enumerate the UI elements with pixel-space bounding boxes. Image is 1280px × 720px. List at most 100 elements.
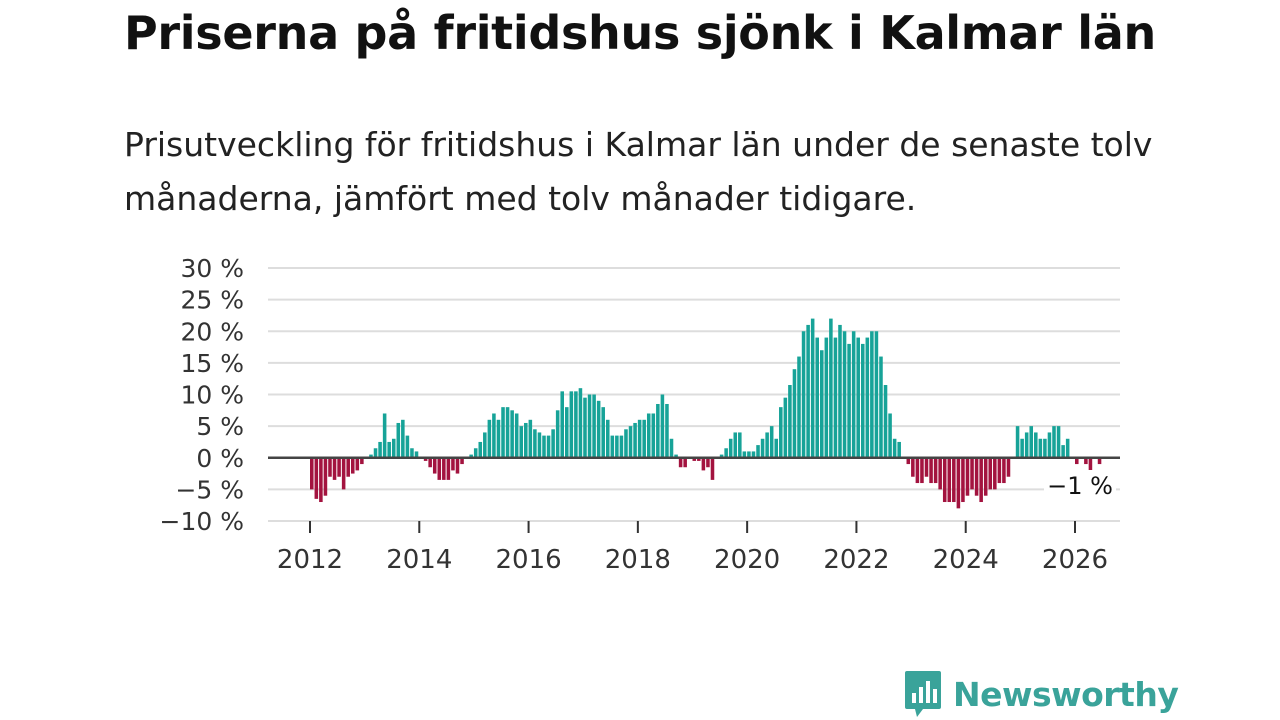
- bar: [815, 337, 819, 458]
- bar: [624, 429, 628, 458]
- bar: [751, 451, 756, 458]
- x-tick-label: 2016: [495, 545, 561, 575]
- bar: [983, 457, 988, 496]
- bar: [738, 432, 742, 458]
- y-tick-label: −10 %: [160, 507, 244, 536]
- bar: [437, 457, 442, 480]
- bar: [442, 457, 446, 480]
- last-value-label: −1 %: [1047, 472, 1113, 500]
- bar: [314, 457, 319, 499]
- bar: [583, 397, 587, 458]
- bar: [792, 369, 797, 458]
- bar: [414, 451, 419, 458]
- bar: [510, 410, 514, 458]
- bar: [1056, 426, 1061, 458]
- y-tick-label: 20 %: [180, 317, 244, 346]
- bar: [829, 318, 833, 458]
- chart-title: Priserna på fritidshus sjönk i Kalmar lä…: [124, 6, 1156, 60]
- bar: [701, 457, 706, 471]
- y-tick-label: −5 %: [175, 475, 244, 504]
- bar: [774, 438, 779, 458]
- bar: [555, 410, 560, 458]
- bar: [519, 426, 524, 458]
- bar: [952, 457, 956, 503]
- bar: [747, 451, 751, 458]
- y-tick-label: 5 %: [196, 412, 244, 441]
- bar: [1084, 457, 1088, 465]
- bar: [993, 457, 997, 490]
- bar: [487, 419, 492, 458]
- x-tick-label: 2026: [1042, 545, 1108, 575]
- bar: [660, 394, 665, 458]
- bar: [806, 324, 810, 458]
- bar: [870, 331, 874, 458]
- annotation-background: [1044, 470, 1116, 500]
- bar: [565, 407, 569, 458]
- bar: [756, 445, 760, 458]
- bar: [601, 407, 605, 458]
- bar: [350, 457, 355, 474]
- y-tick-label: 30 %: [180, 254, 244, 283]
- bar: [560, 391, 564, 458]
- bar: [961, 457, 965, 503]
- bar: [619, 435, 624, 458]
- bar: [820, 350, 824, 458]
- bar: [446, 457, 451, 480]
- newsworthy-logo[interactable]: Newsworthy: [903, 668, 1179, 720]
- bar: [997, 457, 1002, 484]
- y-tick-label: 0 %: [196, 444, 244, 473]
- bar: [391, 438, 396, 458]
- bar: [742, 451, 747, 458]
- bar: [851, 331, 856, 458]
- bar: [788, 385, 792, 458]
- bar: [838, 324, 842, 458]
- bar: [810, 318, 815, 458]
- bar: [860, 343, 865, 458]
- bar: [965, 457, 970, 496]
- bar: [1002, 457, 1006, 484]
- y-tick-label: 15 %: [180, 349, 244, 378]
- bar: [310, 457, 314, 490]
- bar: [637, 419, 642, 458]
- bar: [765, 432, 769, 458]
- bar: [920, 457, 924, 484]
- bar: [473, 448, 478, 458]
- bar: [1020, 438, 1024, 458]
- bar: [423, 457, 428, 461]
- bar: [865, 337, 870, 458]
- bar: [911, 457, 915, 477]
- bar: [328, 457, 332, 477]
- bar: [492, 413, 496, 458]
- bar: [1075, 457, 1079, 465]
- bars: [310, 318, 1102, 509]
- bar: [360, 457, 364, 465]
- bar: [1061, 445, 1065, 458]
- bar: [369, 454, 373, 458]
- bar: [332, 457, 337, 480]
- bar: [505, 407, 510, 458]
- bar: [578, 388, 583, 458]
- annotation: −1 %: [1044, 470, 1116, 500]
- bar: [319, 457, 323, 503]
- x-tick-label: 2024: [933, 545, 999, 575]
- x-tick-label: 2014: [386, 545, 452, 575]
- y-tick-label: 10 %: [180, 381, 244, 410]
- bar: [615, 435, 619, 458]
- bar: [551, 429, 555, 458]
- bar: [469, 454, 473, 458]
- bar: [1043, 438, 1047, 458]
- bar: [451, 457, 455, 471]
- bar: [760, 438, 765, 458]
- bar: [1038, 438, 1043, 458]
- bar: [323, 457, 328, 496]
- bar: [692, 457, 697, 461]
- bar: [956, 457, 961, 509]
- bar: [933, 457, 938, 484]
- bar: [678, 457, 683, 468]
- bar: [674, 454, 678, 458]
- x-tick-label: 2012: [277, 545, 343, 575]
- y-axis-ticks: −10 % −5 %0 % 5 %10 % 15 % 20 %25 % 30 %: [160, 254, 244, 536]
- bar: [533, 429, 537, 458]
- bar: [341, 457, 346, 490]
- bar: [970, 457, 974, 490]
